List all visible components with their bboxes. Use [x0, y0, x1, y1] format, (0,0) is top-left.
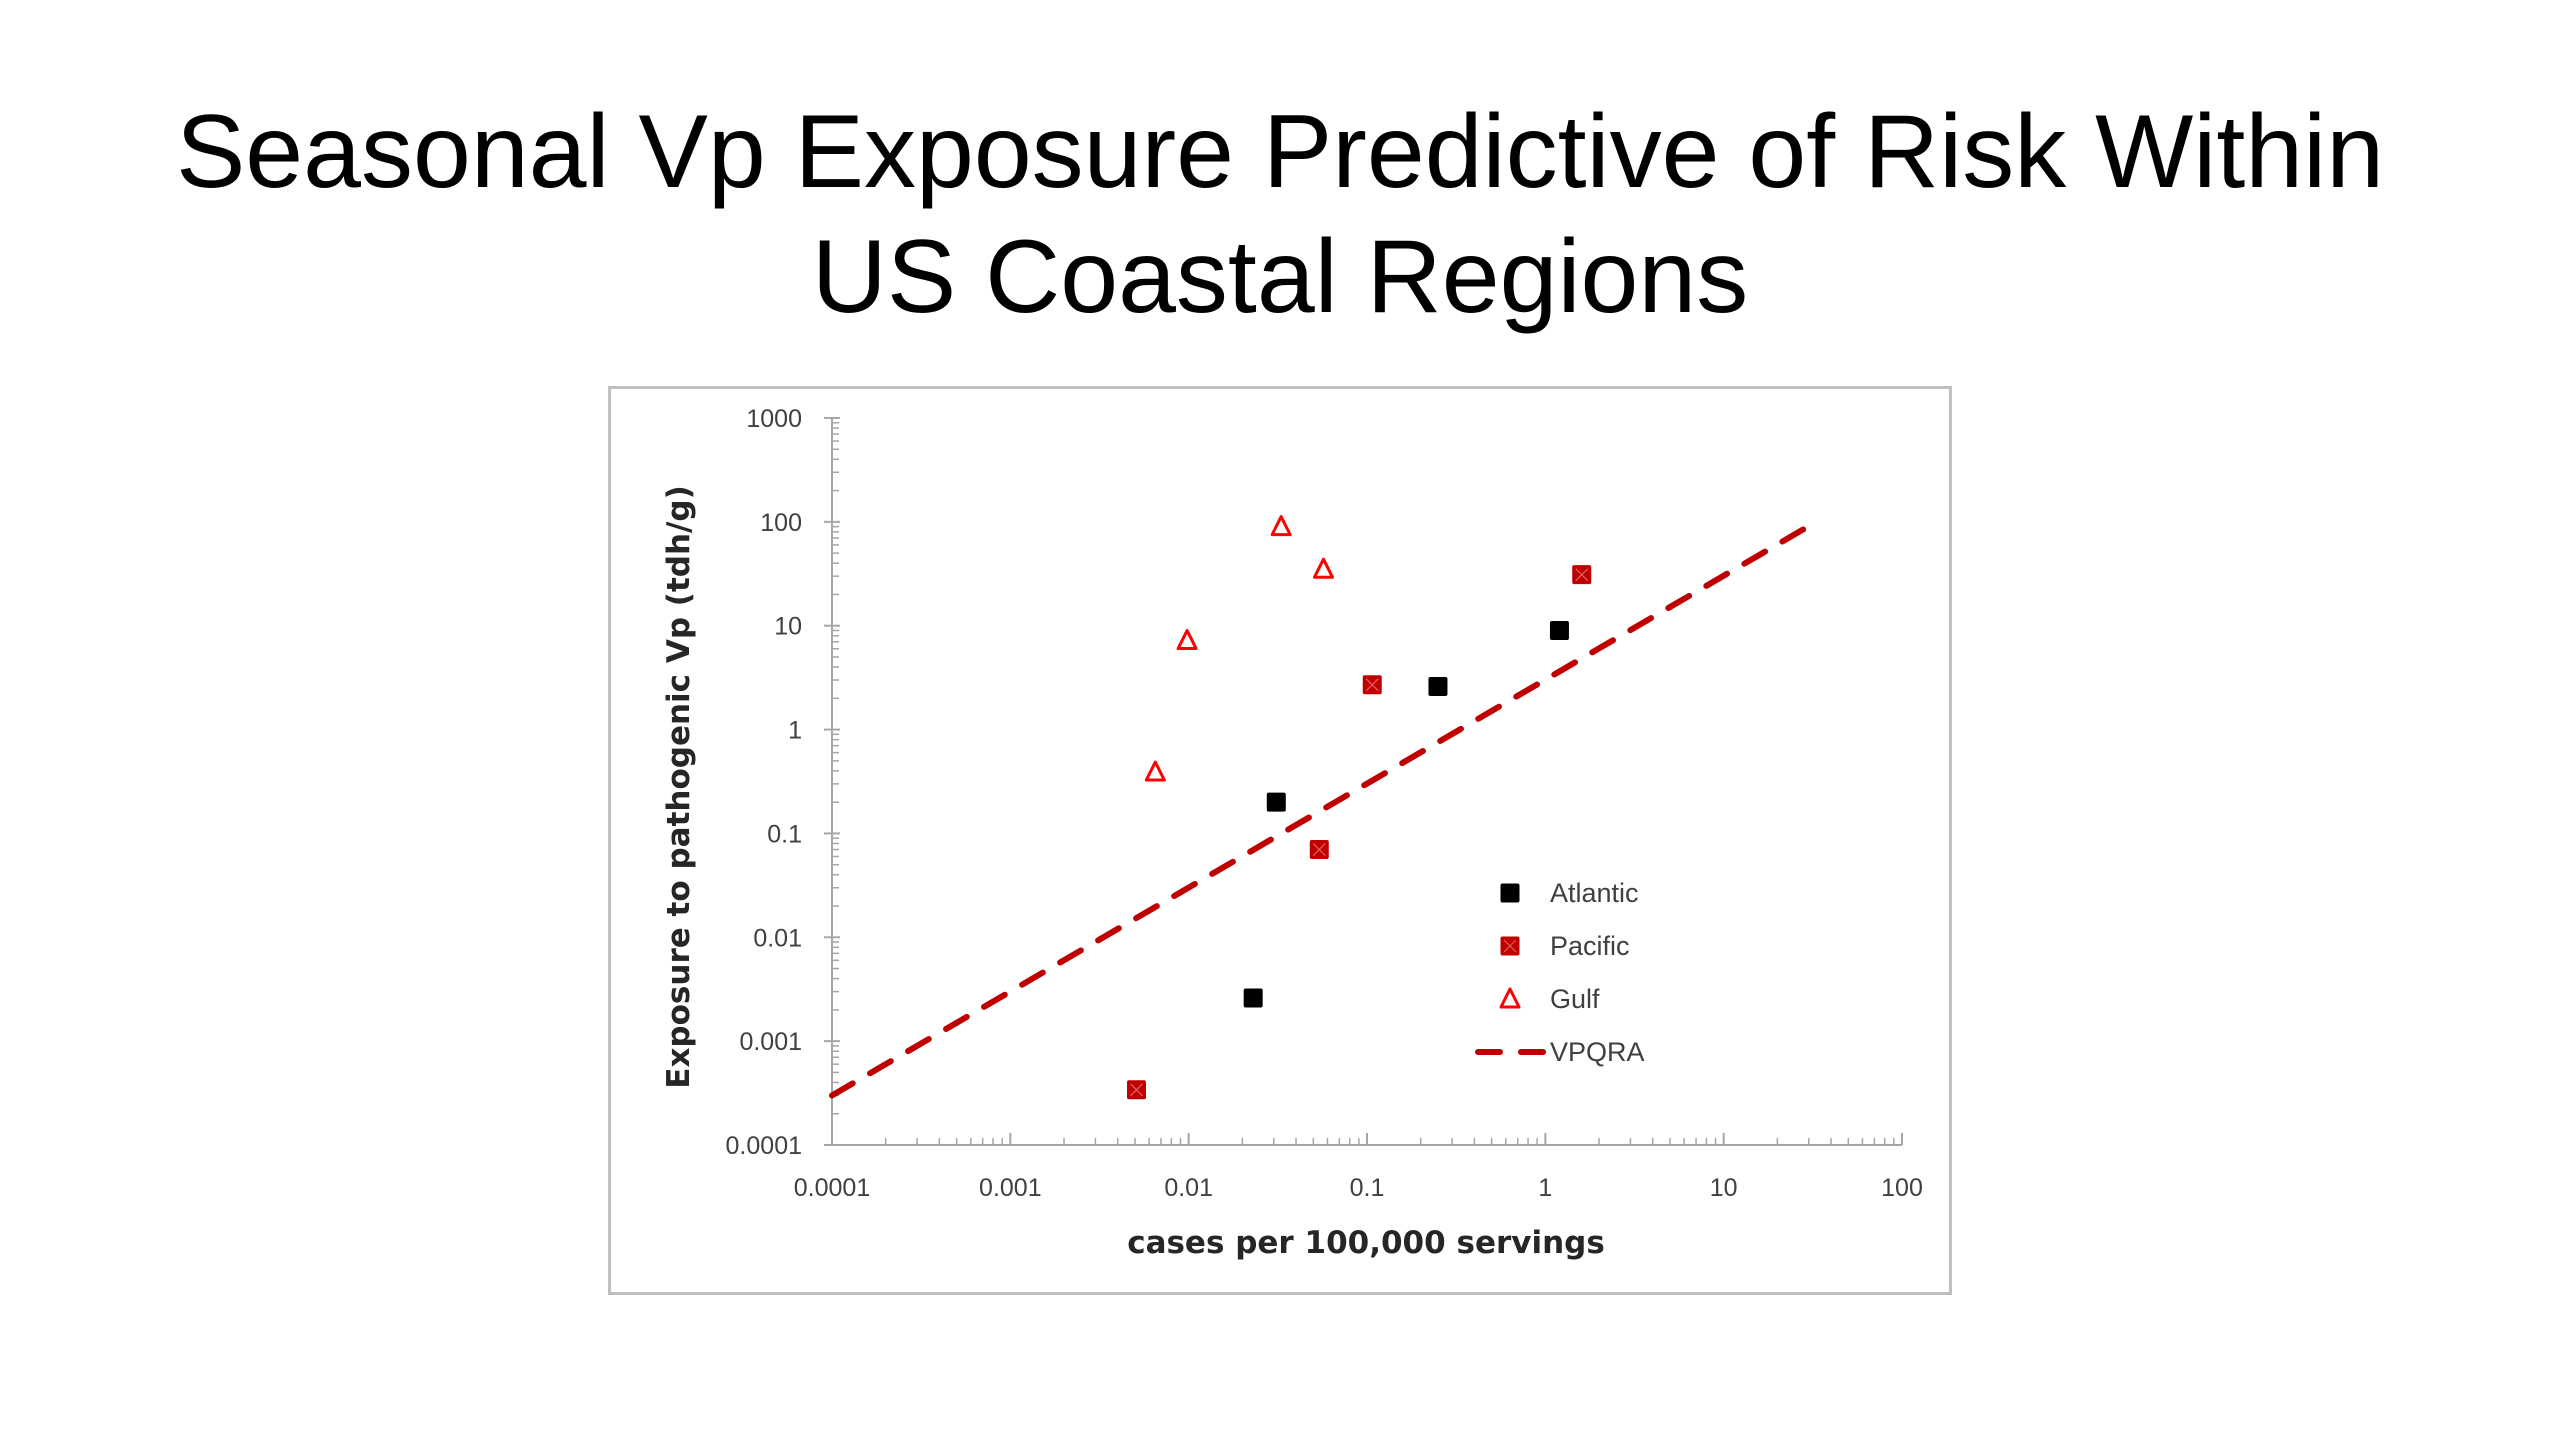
legend-marker-pacific	[1500, 936, 1520, 956]
legend-label-pacific: Pacific	[1550, 931, 1630, 961]
pacific-point	[1127, 1080, 1147, 1100]
y-tick-label: 0.01	[753, 924, 802, 952]
gulf-point	[1312, 557, 1334, 579]
y-tick-label: 1	[788, 717, 802, 745]
legend-item-atlantic: Atlantic	[1500, 878, 1639, 908]
marker-cross	[1575, 568, 1589, 582]
y-tick-label: 1000	[746, 405, 802, 433]
pacific-point	[1362, 675, 1382, 695]
x-axis-title: cases per 100,000 servings	[1127, 1225, 1605, 1261]
x-tick-label: 1	[1538, 1174, 1552, 1202]
marker-cross	[1365, 678, 1379, 692]
gulf-point	[1144, 760, 1166, 782]
y-axis-title: Exposure to pathogenic Vp (tdh/g)	[661, 485, 697, 1088]
legend-marker-atlantic	[1500, 883, 1520, 903]
marker-cross	[1130, 1083, 1143, 1097]
x-tick-label: 0.01	[1164, 1174, 1213, 1202]
y-tick-label: 0.1	[767, 820, 802, 848]
x-tick-label: 0.0001	[794, 1174, 870, 1202]
x-tick-label: 10	[1710, 1174, 1738, 1202]
atlantic-point	[1266, 792, 1286, 812]
y-tick-label: 10	[774, 613, 802, 641]
pacific-point	[1309, 840, 1329, 860]
x-tick-label: 0.001	[979, 1174, 1042, 1202]
slide-title-line-1: Seasonal Vp Exposure Predictive of Risk …	[175, 94, 2385, 210]
y-tick-label: 0.0001	[726, 1132, 802, 1160]
legend-label-vpqra: VPQRA	[1550, 1037, 1645, 1067]
vpqra-line	[829, 518, 1820, 1099]
points-layer	[1127, 515, 1592, 1100]
atlantic-point	[1428, 676, 1448, 696]
y-tick-label: 100	[760, 509, 802, 537]
pacific-point	[1572, 565, 1592, 585]
atlantic-point	[1549, 620, 1569, 640]
gulf-point	[1176, 629, 1198, 651]
y-tick-label: 0.001	[739, 1028, 802, 1056]
legend-item-gulf: Gulf	[1499, 984, 1600, 1014]
atlantic-point	[1243, 988, 1263, 1008]
axes: 0.0001 0.001 0.01 0.1 1 10 100 0.0001 0.001 0.01 0…	[726, 405, 1923, 1202]
legend-item-pacific: Pacific	[1500, 931, 1630, 961]
vpqra-line-layer	[829, 518, 1820, 1099]
legend-label-gulf: Gulf	[1550, 984, 1600, 1014]
marker-cross	[1312, 843, 1326, 856]
legend: Atlantic Pacific Gulf VPQRA	[1475, 878, 1645, 1067]
slide-title-line-2: US Coastal Regions	[811, 219, 1749, 335]
legend-item-vpqra: VPQRA	[1475, 1037, 1645, 1067]
marker-cross	[1503, 939, 1517, 953]
legend-label-atlantic: Atlantic	[1550, 878, 1639, 908]
gulf-point	[1270, 515, 1292, 537]
x-tick-label: 100	[1881, 1174, 1923, 1202]
x-tick-label: 0.1	[1350, 1174, 1385, 1202]
legend-marker-gulf	[1499, 987, 1521, 1009]
